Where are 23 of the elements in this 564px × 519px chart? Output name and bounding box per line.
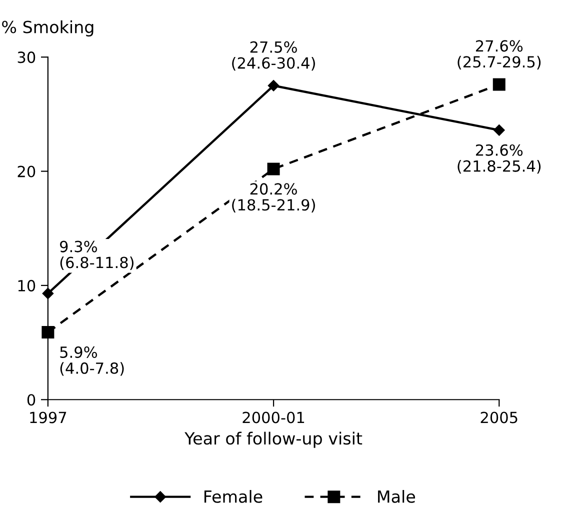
data-label: 27.5% (24.6-30.4)	[232, 41, 315, 71]
data-label: 27.6% (25.7-29.5)	[458, 40, 541, 70]
legend-label: Female	[204, 490, 262, 503]
point	[268, 80, 280, 92]
legend-label: Male	[378, 490, 416, 503]
data-label: 23.6% (21.8-25.4)	[458, 144, 541, 174]
y-tick-label: 20	[18, 166, 36, 178]
point	[492, 78, 506, 91]
y-tick-label: 10	[18, 280, 36, 292]
x-axis-title: Year of follow-up visit	[184, 432, 362, 448]
point	[42, 326, 54, 339]
data-label: 5.9% (4.0-7.8)	[60, 346, 124, 376]
y-axis-title: % Smoking	[2, 20, 94, 37]
x-tick-label: 2000-01	[242, 412, 304, 424]
x-tick-label: 1997	[30, 412, 66, 424]
point	[267, 162, 280, 176]
x-tick-label: 2005	[480, 412, 518, 424]
point	[494, 124, 505, 136]
data-label: 9.3% (6.8-11.8)	[60, 240, 134, 270]
y-tick-label: 0	[27, 394, 36, 406]
data-label: 20.2% (18.5-21.9)	[232, 183, 315, 212]
point	[42, 288, 54, 300]
y-tick-label: 30	[18, 52, 36, 64]
